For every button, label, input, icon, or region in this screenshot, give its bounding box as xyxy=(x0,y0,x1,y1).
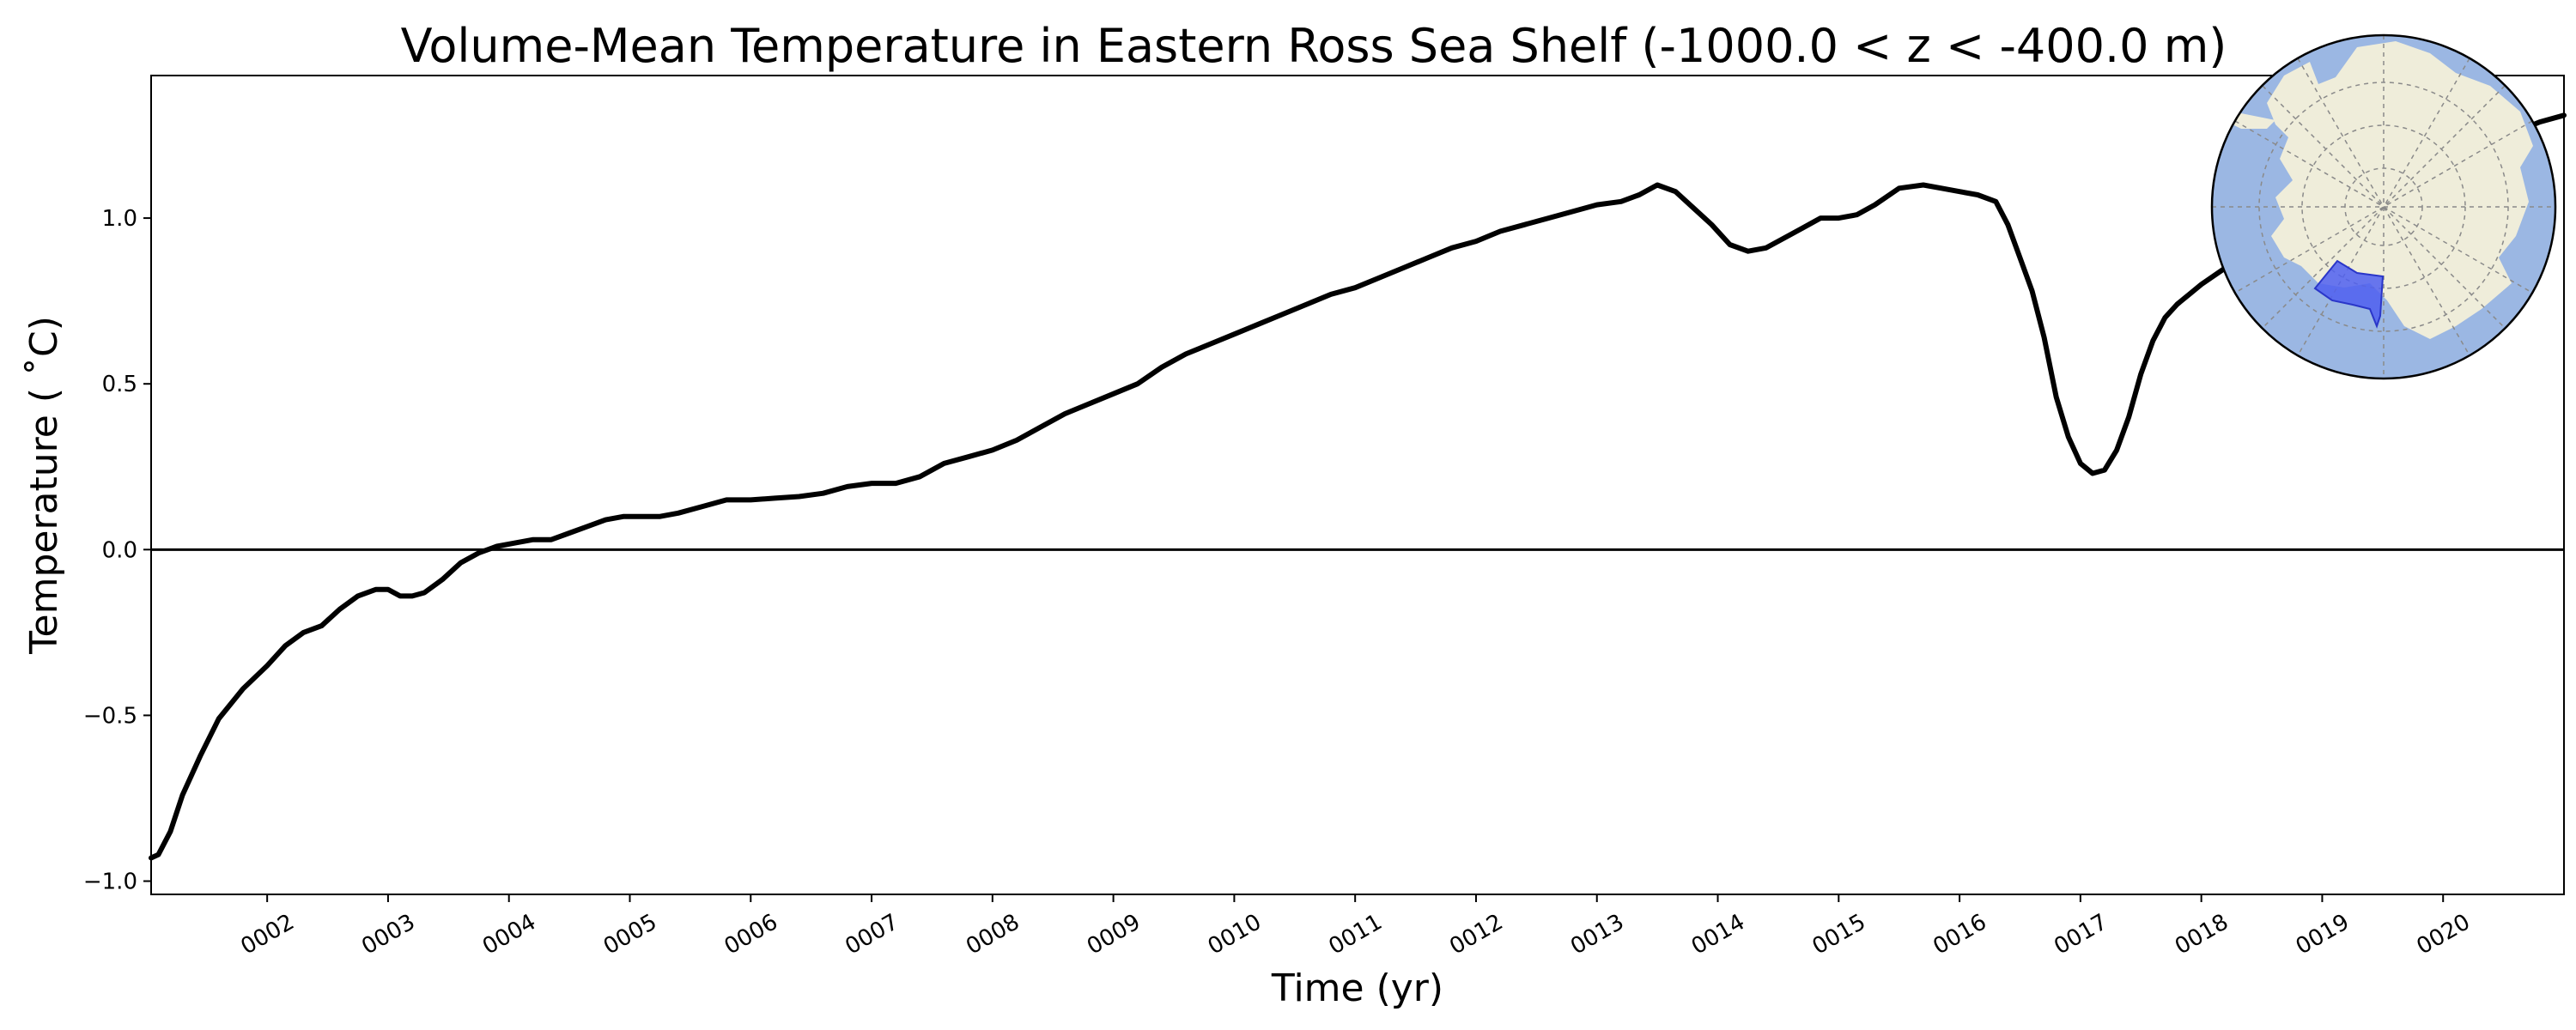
y-tick-label: 0.0 xyxy=(102,537,137,563)
x-tick-label: 0009 xyxy=(1083,909,1145,960)
y-axis: −1.0 −0.5 0.0 0.5 1.0 xyxy=(83,206,151,895)
y-tick-label: −0.5 xyxy=(83,703,137,729)
x-tick-label: 0005 xyxy=(599,909,661,960)
x-tick-label: 0018 xyxy=(2171,909,2233,960)
x-tick-label: 0019 xyxy=(2292,909,2354,960)
x-tick-label: 0004 xyxy=(478,909,540,960)
x-tick-label: 0017 xyxy=(2050,909,2111,960)
inset-map-border xyxy=(2210,33,2557,380)
chart-title: Volume-Mean Temperature in Eastern Ross … xyxy=(401,19,2227,73)
x-axis-label: Time (yr) xyxy=(1271,966,1443,1010)
x-axis: 0002 0003 0004 0005 0006 0007 0008 0009 0010 0011… xyxy=(236,894,2475,960)
x-tick-label: 0012 xyxy=(1445,909,1507,960)
x-tick-label: 0010 xyxy=(1204,909,1266,960)
x-tick-label: 0020 xyxy=(2413,909,2475,960)
antarctica-inset-map xyxy=(2210,33,2557,380)
plot-area-frame xyxy=(150,75,2565,895)
y-tick-label: −1.0 xyxy=(83,869,137,895)
x-tick-label: 0013 xyxy=(1566,909,1628,960)
x-tick-label: 0015 xyxy=(1808,909,1870,960)
y-axis-label: Temperature ( ˚C) xyxy=(22,316,66,655)
x-tick-label: 0011 xyxy=(1325,909,1387,960)
temperature-series-line xyxy=(149,112,2567,861)
x-tick-label: 0002 xyxy=(236,909,298,960)
x-tick-label: 0016 xyxy=(1929,909,1990,960)
x-tick-label: 0007 xyxy=(841,909,902,960)
x-tick-label: 0008 xyxy=(962,909,1024,960)
inset-highlighted-region xyxy=(2313,259,2385,329)
x-tick-label: 0003 xyxy=(357,909,419,960)
y-tick-label: 1.0 xyxy=(102,206,137,232)
x-tick-label: 0006 xyxy=(720,909,782,960)
y-tick-label: 0.5 xyxy=(102,372,137,397)
x-tick-label: 0014 xyxy=(1687,909,1749,960)
